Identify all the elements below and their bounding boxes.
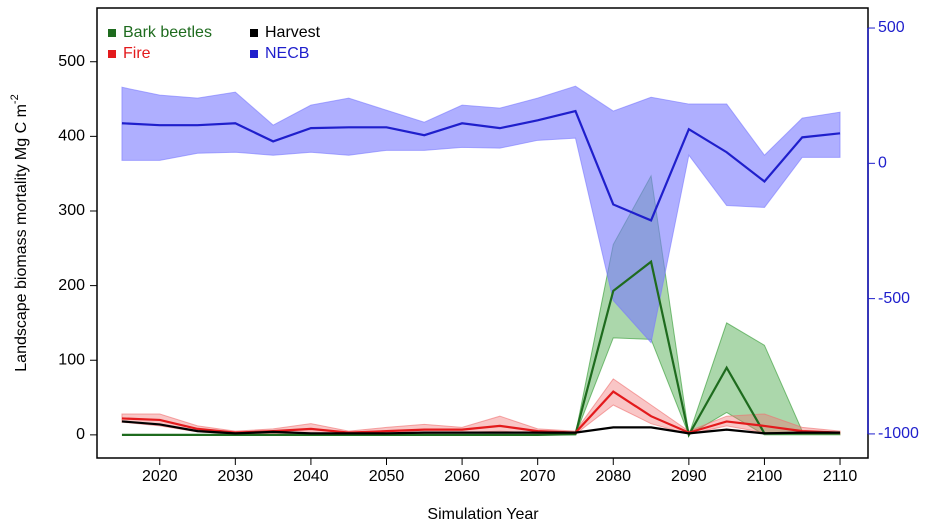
series-line xyxy=(121,420,841,435)
legend-swatch xyxy=(250,29,258,37)
x-tick-label: 2030 xyxy=(218,468,254,485)
legend-swatch xyxy=(250,50,258,58)
legend-label: Bark beetles xyxy=(123,24,212,41)
x-axis-label: Simulation Year xyxy=(427,506,539,523)
y2-tick-label: 0 xyxy=(878,155,887,172)
x-tick-label: 2110 xyxy=(823,468,858,485)
y2-tick-label: -500 xyxy=(878,290,910,307)
series-line xyxy=(121,259,841,438)
legend-label: Harvest xyxy=(265,24,321,41)
legend-swatch xyxy=(108,29,116,37)
x-tick-label: 2100 xyxy=(747,468,783,485)
legend-swatch xyxy=(108,50,116,58)
y-axis-label-sup: -2 xyxy=(9,94,21,104)
y2-tick-label: 500 xyxy=(878,19,905,36)
band xyxy=(121,85,841,344)
y-tick-label: 400 xyxy=(58,128,85,145)
y-axis-label-main: Landscape biomass mortality Mg C m xyxy=(13,104,30,372)
x-tick-label: 2020 xyxy=(142,468,178,485)
y-tick-label: 500 xyxy=(58,53,85,70)
y-tick-label: 300 xyxy=(58,202,85,219)
legend-label: Fire xyxy=(123,45,151,62)
x-tick-label: 2090 xyxy=(671,468,707,485)
x-tick-label: 2070 xyxy=(520,468,556,485)
band xyxy=(121,174,841,436)
x-tick-label: 2050 xyxy=(369,468,405,485)
x-tick-label: 2080 xyxy=(595,468,631,485)
series-line xyxy=(121,109,841,222)
y-tick-label: 100 xyxy=(58,351,85,368)
y-tick-label: 200 xyxy=(58,277,85,294)
y2-tick-label: -1000 xyxy=(878,425,919,442)
y-tick-label: 0 xyxy=(76,426,85,443)
legend-label: NECB xyxy=(265,45,309,62)
x-tick-label: 2060 xyxy=(444,468,480,485)
x-tick-label: 2040 xyxy=(293,468,329,485)
y-axis-label: Landscape biomass mortality Mg C m-2 xyxy=(9,94,30,371)
